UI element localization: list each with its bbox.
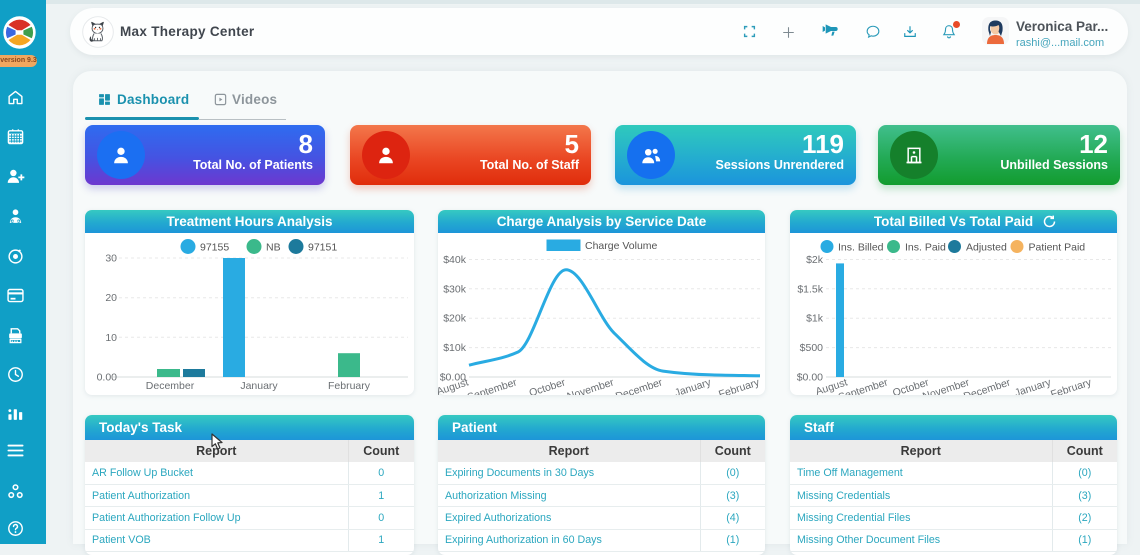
- svg-text:$30k: $30k: [443, 283, 467, 295]
- svg-text:10: 10: [105, 332, 117, 344]
- svg-text:$1.5k: $1.5k: [797, 283, 823, 295]
- svg-text:February: February: [1049, 376, 1093, 395]
- svg-text:February: February: [328, 380, 371, 392]
- svg-text:30: 30: [105, 253, 117, 265]
- svg-text:Adjusted: Adjusted: [966, 242, 1007, 254]
- svg-text:0.00: 0.00: [97, 372, 118, 384]
- svg-text:February: February: [717, 376, 761, 395]
- svg-text:Charge Volume: Charge Volume: [585, 240, 658, 252]
- svg-text:$500: $500: [800, 342, 824, 354]
- svg-text:$2k: $2k: [806, 254, 824, 266]
- svg-text:97151: 97151: [308, 242, 337, 254]
- svg-text:$40k: $40k: [443, 254, 467, 266]
- svg-text:$10k: $10k: [443, 342, 467, 354]
- svg-text:Ins. Billed: Ins. Billed: [838, 242, 884, 254]
- svg-text:20: 20: [105, 292, 117, 304]
- svg-text:January: January: [1013, 376, 1053, 395]
- svg-text:Ins. Paid: Ins. Paid: [905, 242, 946, 254]
- svg-text:December: December: [146, 380, 195, 392]
- svg-text:October: October: [528, 376, 568, 395]
- svg-text:Patient Paid: Patient Paid: [1029, 242, 1086, 254]
- svg-text:November: November: [566, 376, 616, 395]
- svg-text:January: January: [240, 380, 278, 392]
- svg-text:NB: NB: [266, 242, 281, 254]
- svg-text:97155: 97155: [200, 242, 229, 254]
- svg-text:December: December: [614, 376, 664, 395]
- svg-text:$1k: $1k: [806, 313, 824, 325]
- svg-text:$20k: $20k: [443, 313, 467, 325]
- svg-text:September: September: [466, 376, 519, 395]
- svg-text:$0.00: $0.00: [440, 372, 466, 384]
- svg-text:$0.00: $0.00: [797, 372, 823, 384]
- svg-text:January: January: [673, 376, 713, 395]
